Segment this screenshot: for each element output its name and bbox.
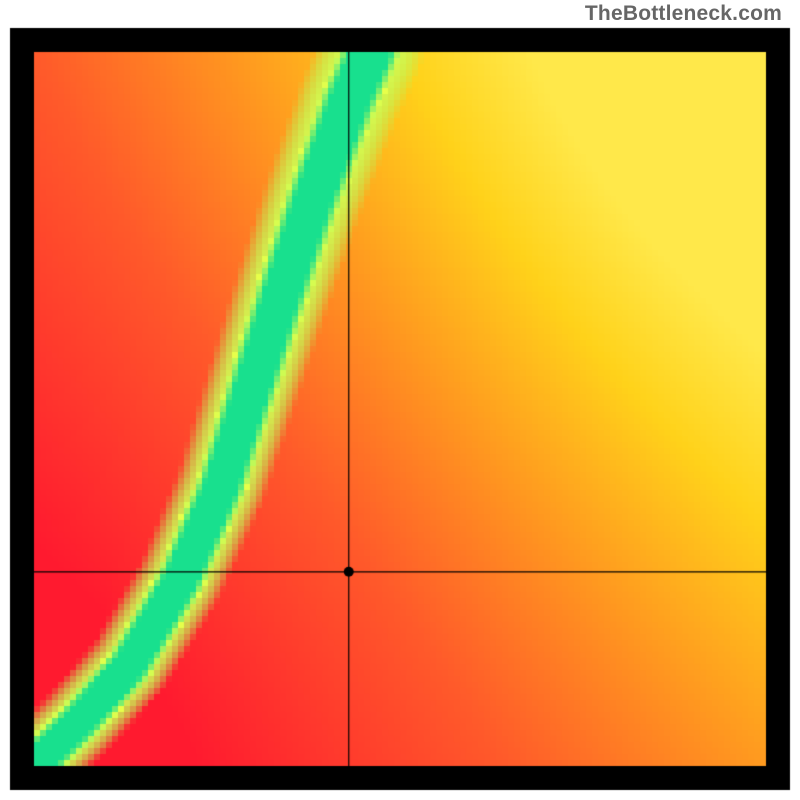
watermark-text: TheBottleneck.com [585, 2, 782, 26]
heatmap-canvas [0, 0, 800, 800]
chart-container: TheBottleneck.com [0, 0, 800, 800]
